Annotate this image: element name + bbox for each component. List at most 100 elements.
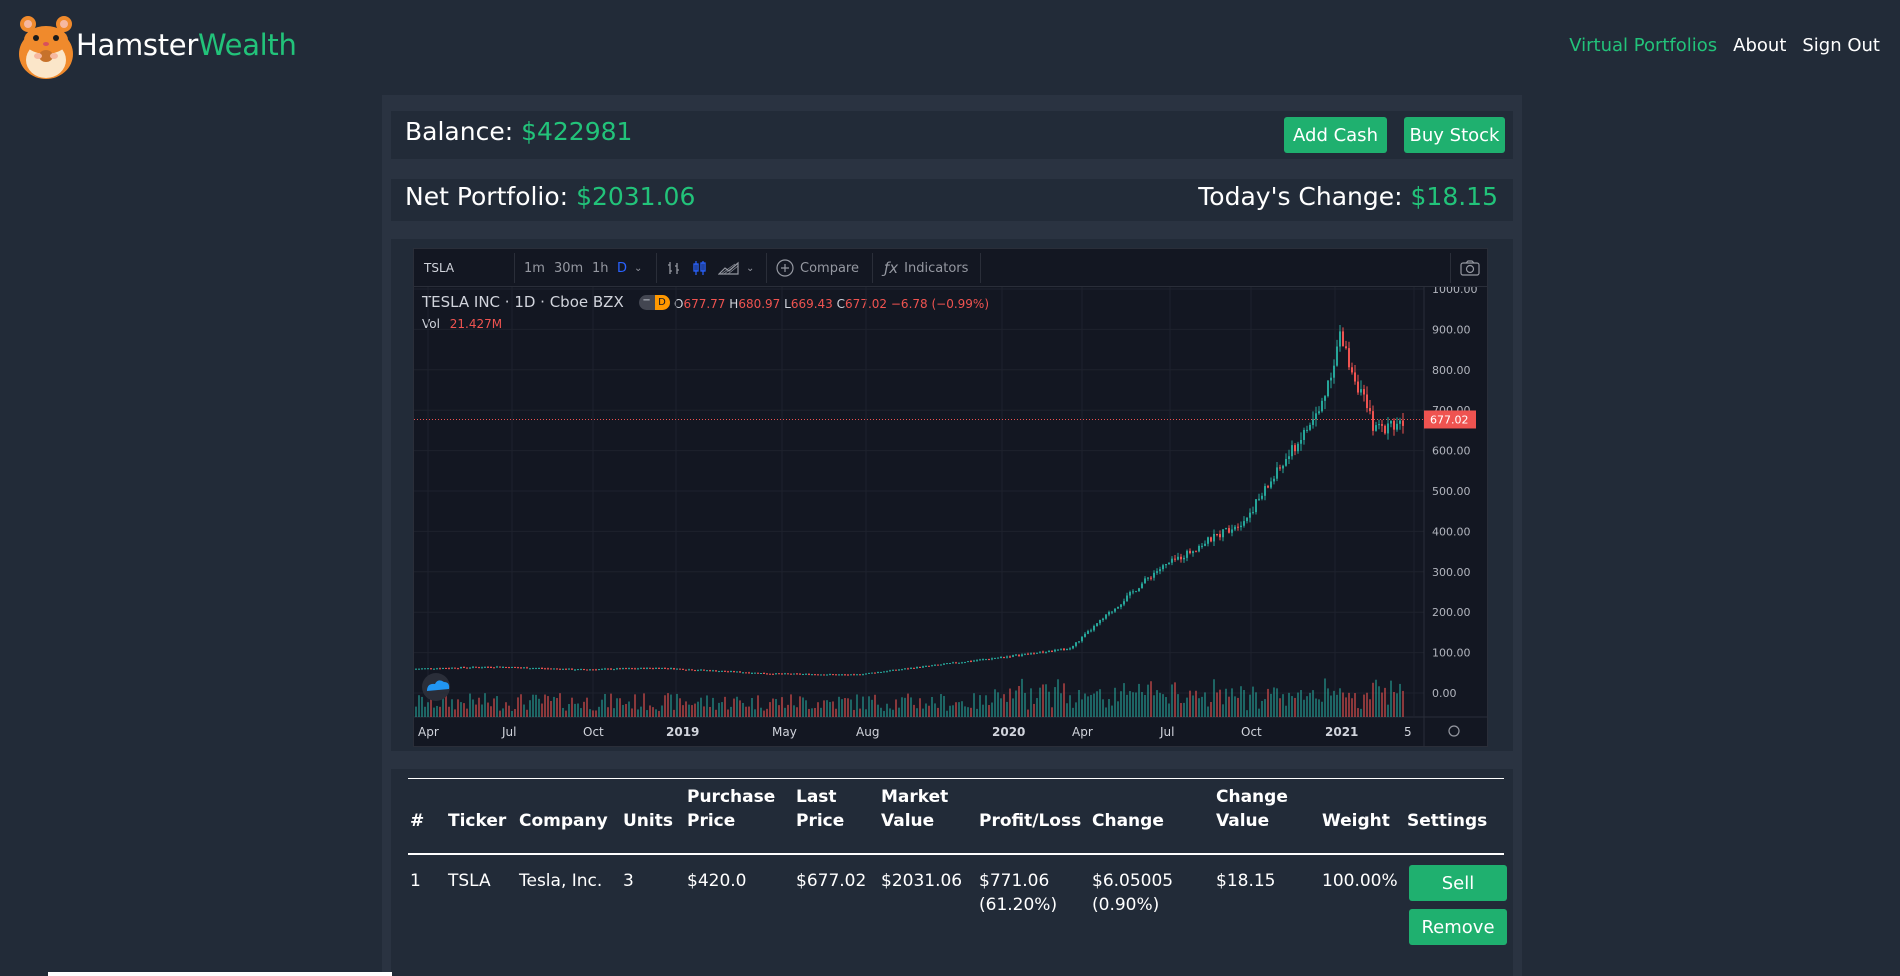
interval-1m[interactable]: 1m (524, 260, 545, 276)
volume-bar (955, 702, 957, 717)
brand-second: Wealth (197, 28, 297, 62)
area-chart-icon[interactable] (718, 249, 740, 287)
volume-bar (694, 703, 696, 717)
candle-body (1033, 653, 1035, 655)
volume-bar (1126, 694, 1128, 717)
candle-body (805, 673, 807, 675)
volume-bar (634, 694, 636, 717)
candle-body (997, 657, 999, 659)
candle-body (1051, 651, 1053, 653)
nav-about[interactable]: About (1733, 35, 1787, 56)
sell-button[interactable]: Sell (1409, 865, 1507, 901)
volume-bar (451, 699, 453, 717)
candle-body (565, 668, 567, 670)
candle-body (709, 670, 711, 672)
remove-button[interactable]: Remove (1409, 909, 1507, 945)
candle-body (847, 674, 849, 676)
volume-bar (595, 710, 597, 717)
candle-body (1336, 346, 1338, 366)
compare-button[interactable]: Compare (776, 249, 859, 287)
volume-bar (643, 693, 645, 717)
volume-bar (817, 702, 819, 717)
volume-bar (1399, 683, 1401, 717)
interval-d[interactable]: D (617, 260, 628, 276)
chart-type-chevron-down-icon[interactable]: ⌄ (746, 262, 755, 274)
candle-body (1057, 649, 1059, 651)
interval-1h[interactable]: 1h (592, 260, 609, 276)
volume-bar (718, 702, 720, 717)
volume-bar (1135, 692, 1137, 717)
brand-name[interactable]: HamsterWealth (76, 28, 297, 62)
indicators-button[interactable]: ƒx Indicators (884, 249, 968, 287)
volume-bar (1354, 693, 1356, 717)
volume-bar (493, 698, 495, 717)
volume-bar (1288, 692, 1290, 717)
volume-bar (979, 695, 981, 717)
candle-body (499, 666, 501, 668)
volume-bar (1339, 688, 1341, 717)
interval-chevron-down-icon[interactable]: ⌄ (634, 262, 643, 274)
volume-bar (1180, 702, 1182, 717)
volume-bar (592, 710, 594, 717)
candle-body (1150, 577, 1152, 579)
candle-body (529, 668, 531, 670)
candle-body (733, 671, 735, 673)
balance-value: $422981 (521, 117, 633, 146)
candle-body (1327, 380, 1329, 397)
header-units: Units (623, 811, 673, 831)
close-label: C (836, 297, 846, 311)
candle-body (1381, 424, 1383, 426)
candle-body (919, 666, 921, 668)
price-tick-label: 0.00 (1432, 687, 1457, 700)
time-tick-label: Jul (1159, 725, 1174, 739)
hamster-logo-icon[interactable] (16, 12, 76, 80)
volume-bar (925, 703, 927, 717)
candle-body (487, 666, 489, 668)
candle-body (961, 662, 963, 664)
volume-bar (745, 706, 747, 717)
candle-body (934, 664, 936, 666)
buy-stock-button[interactable]: Buy Stock (1404, 117, 1505, 153)
tradingview-widget[interactable]: TSLA 1m 30m 1h D ⌄ ⌄ (413, 248, 1488, 747)
volume-bar (985, 695, 987, 717)
bar-style-icon[interactable] (666, 249, 682, 287)
table-header-border (408, 853, 1504, 855)
candle-body (1117, 606, 1119, 609)
volume-bar (1240, 686, 1242, 717)
volume-bar (550, 701, 552, 717)
volume-bar (1402, 690, 1404, 717)
interval-30m[interactable]: 30m (554, 260, 584, 276)
volume-bar (547, 696, 549, 717)
volume-bar (727, 709, 729, 717)
camera-icon[interactable] (1460, 249, 1480, 287)
candle-body (1042, 651, 1044, 653)
nav-sign-out[interactable]: Sign Out (1802, 35, 1880, 56)
candle-body (790, 673, 792, 675)
symbol-search[interactable]: TSLA (424, 261, 455, 275)
candle-body (901, 669, 903, 671)
chart-title-text: TESLA INC · 1D · Cboe BZX (422, 293, 624, 311)
nav-virtual-portfolios[interactable]: Virtual Portfolios (1569, 35, 1718, 56)
volume-bar (571, 697, 573, 717)
cell-market-value: $2031.06 (881, 871, 963, 891)
candle-body (859, 674, 861, 676)
candles-icon[interactable] (692, 249, 708, 287)
volume-bar (733, 698, 735, 717)
add-cash-button[interactable]: Add Cash (1284, 117, 1387, 153)
price-chart[interactable]: 1000.00900.00800.00700.00600.00500.00400… (414, 287, 1487, 746)
volume-bar (538, 698, 540, 717)
volume-bar (946, 710, 948, 717)
price-tick-label: 300.00 (1432, 566, 1471, 579)
candle-body (1105, 614, 1107, 619)
horizontal-scrollbar[interactable] (48, 972, 392, 976)
candle-body (652, 668, 654, 670)
portfolio-panel: Balance: $422981 Add Cash Buy Stock Net … (382, 95, 1522, 976)
volume-bar (1144, 694, 1146, 717)
candle-body (757, 672, 759, 674)
volume-bar (1330, 695, 1332, 717)
volume-bar (691, 705, 693, 717)
cell-number: 1 (410, 871, 421, 891)
volume-bar (820, 707, 822, 717)
nav-menu: Virtual Portfolios About Sign Out (1569, 35, 1880, 56)
fx-icon: ƒx (884, 259, 899, 277)
